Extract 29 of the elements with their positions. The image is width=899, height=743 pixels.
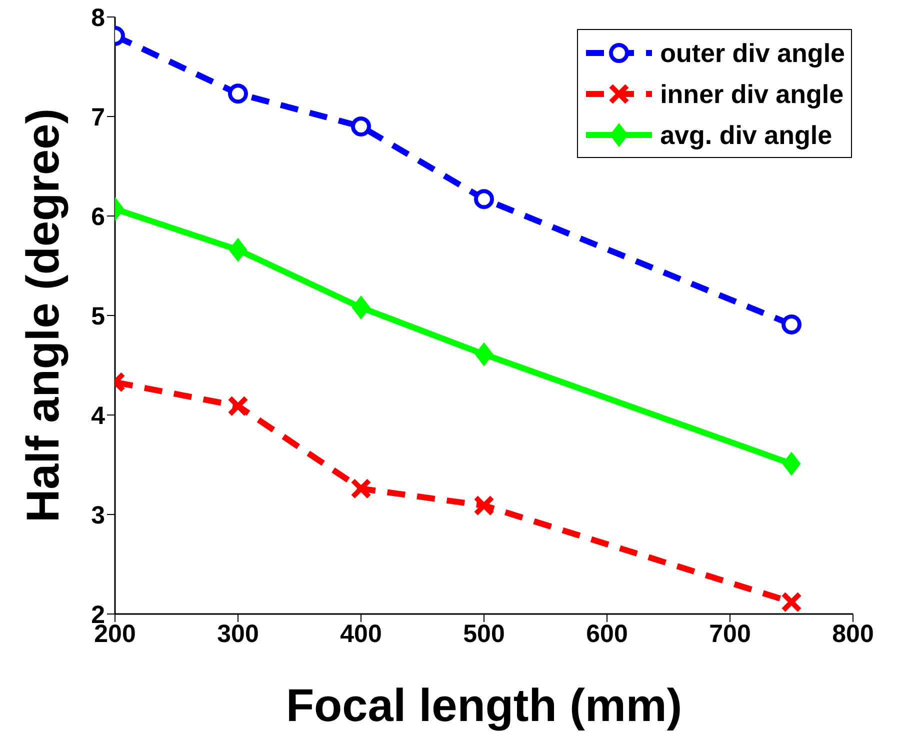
- y-axis-title: Half angle (degree): [16, 108, 68, 523]
- y-tick-label: 4: [91, 402, 106, 430]
- legend-label: inner div angle: [660, 78, 844, 108]
- y-tick-label: 6: [91, 202, 105, 231]
- legend-label: avg. div angle: [660, 120, 832, 150]
- point: [229, 238, 247, 262]
- x-tick-label: 800: [832, 620, 874, 648]
- point: [474, 189, 494, 210]
- point: [351, 116, 371, 136]
- point: [781, 592, 802, 613]
- x-tick-label: 300: [217, 620, 259, 648]
- point: [782, 452, 800, 476]
- x-axis-title: Focal length (mm): [286, 679, 682, 731]
- y-tick-label: 7: [91, 103, 105, 132]
- legend-label: outer div angle: [660, 38, 845, 68]
- x-tick-label: 500: [463, 620, 505, 648]
- point: [474, 495, 494, 516]
- y-tick-label: 5: [91, 302, 106, 330]
- point: [782, 314, 802, 334]
- point: [228, 396, 248, 417]
- point: [228, 84, 248, 104]
- y-tick-label: 8: [91, 4, 106, 32]
- x-tick-label: 700: [709, 620, 751, 648]
- x-tick-label: 400: [340, 620, 382, 648]
- x-tick-label: 600: [586, 620, 628, 648]
- point: [475, 342, 493, 366]
- point: [350, 478, 372, 500]
- point: [352, 296, 370, 319]
- y-tick-label: 3: [91, 501, 105, 530]
